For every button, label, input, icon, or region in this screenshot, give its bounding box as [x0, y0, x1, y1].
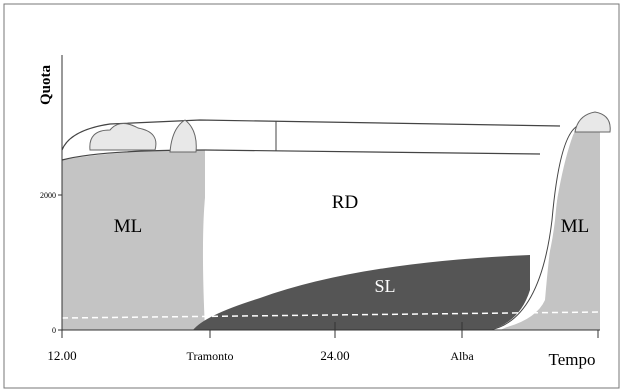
x-tick-label: Tramonto	[187, 349, 234, 363]
y-tick-label: 2000	[40, 191, 56, 200]
y-tick-label: 0	[52, 326, 56, 335]
region-label: SL	[374, 276, 395, 296]
region-label: RD	[332, 192, 358, 213]
x-tick-label: 12.00	[47, 348, 76, 363]
x-tick-label: Alba	[450, 349, 474, 363]
region-label: ML	[561, 216, 590, 237]
x-axis-label: Tempo	[549, 350, 596, 369]
y-axis-label: Quota	[38, 65, 54, 106]
mixed-layer-left	[62, 150, 205, 330]
diagram: Quota 2000 0 12.00 Tramonto 24.00 Alba T…	[0, 0, 623, 392]
region-label: ML	[114, 216, 143, 237]
x-tick-label: 24.00	[320, 348, 349, 363]
